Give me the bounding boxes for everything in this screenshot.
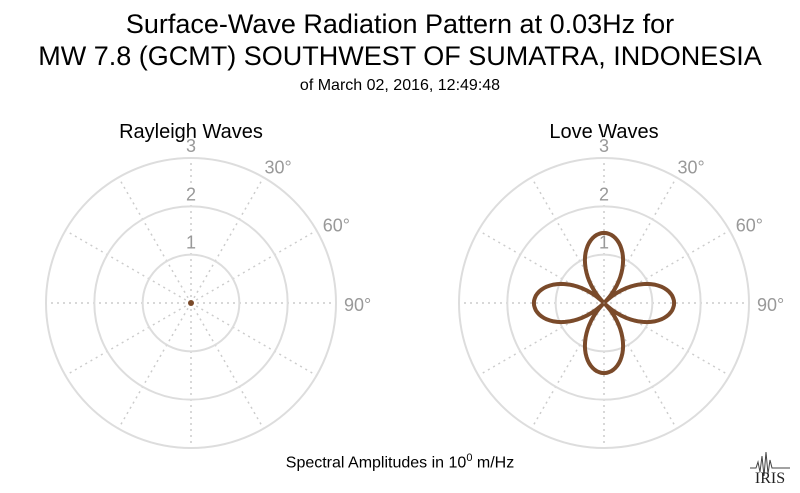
angular-gridline bbox=[190, 302, 265, 429]
angular-gridline bbox=[117, 177, 192, 304]
angle-label: 30° bbox=[265, 157, 292, 177]
radial-ring bbox=[506, 205, 702, 401]
polar-chart-2: Love Waves 1 2 3 30° 60° 90° bbox=[458, 121, 784, 449]
angle-label: 60° bbox=[323, 216, 350, 236]
angular-gridline bbox=[65, 302, 192, 377]
angle-label: 90° bbox=[757, 295, 784, 315]
footer-suffix: m/Hz bbox=[472, 454, 515, 472]
radial-tick-label: 1 bbox=[186, 233, 196, 253]
footer-prefix: Spectral Amplitudes in 10 bbox=[285, 454, 467, 472]
angular-gridline bbox=[190, 302, 317, 377]
amplitude-units-label: Spectral Amplitudes in 100 m/Hz bbox=[0, 452, 800, 472]
radial-tick-label: 3 bbox=[599, 136, 609, 156]
chart-title-line2: MW 7.8 (GCMT) SOUTHWEST OF SUMATRA, INDO… bbox=[38, 41, 762, 71]
radiation-pattern bbox=[531, 230, 677, 376]
angular-gridline bbox=[190, 229, 317, 304]
angular-gridline bbox=[530, 177, 605, 304]
polar-chart-title: Love Waves bbox=[549, 121, 658, 143]
angular-gridline bbox=[478, 229, 605, 304]
radial-tick-label: 1 bbox=[599, 233, 609, 253]
angle-label: 30° bbox=[678, 157, 705, 177]
radial-tick-label: 2 bbox=[186, 184, 196, 204]
angular-gridline bbox=[65, 229, 192, 304]
angle-label: 90° bbox=[344, 295, 371, 315]
angular-gridline bbox=[603, 229, 730, 304]
chart-subtitle: of March 02, 2016, 12:49:48 bbox=[299, 77, 501, 94]
polar-chart-1: Rayleigh Waves 1 2 3 30° 60° 90° bbox=[45, 121, 371, 449]
angular-gridline bbox=[603, 177, 678, 304]
radial-ring bbox=[554, 253, 654, 353]
radial-ring bbox=[458, 157, 750, 449]
angular-gridline bbox=[190, 177, 265, 304]
angular-gridline bbox=[530, 302, 605, 429]
radial-ring bbox=[141, 253, 241, 353]
angular-gridline bbox=[478, 302, 605, 377]
iris-logo-graphic: IRIS bbox=[750, 451, 790, 487]
chart-title-line1: Surface-Wave Radiation Pattern at 0.03Hz… bbox=[125, 9, 675, 39]
angular-gridline bbox=[603, 302, 678, 429]
angular-gridline bbox=[117, 302, 192, 429]
angle-label: 60° bbox=[736, 216, 763, 236]
footer-exponent: 0 bbox=[466, 452, 473, 464]
angular-gridline bbox=[603, 302, 730, 377]
radial-ring bbox=[93, 205, 289, 401]
radial-tick-label: 2 bbox=[599, 184, 609, 204]
radial-tick-label: 3 bbox=[186, 136, 196, 156]
radial-ring bbox=[45, 157, 337, 449]
iris-logo-text: IRIS bbox=[755, 470, 785, 486]
polar-chart-title: Rayleigh Waves bbox=[119, 121, 263, 143]
iris-logo: IRIS bbox=[748, 446, 792, 487]
radiation-pattern bbox=[188, 300, 194, 306]
